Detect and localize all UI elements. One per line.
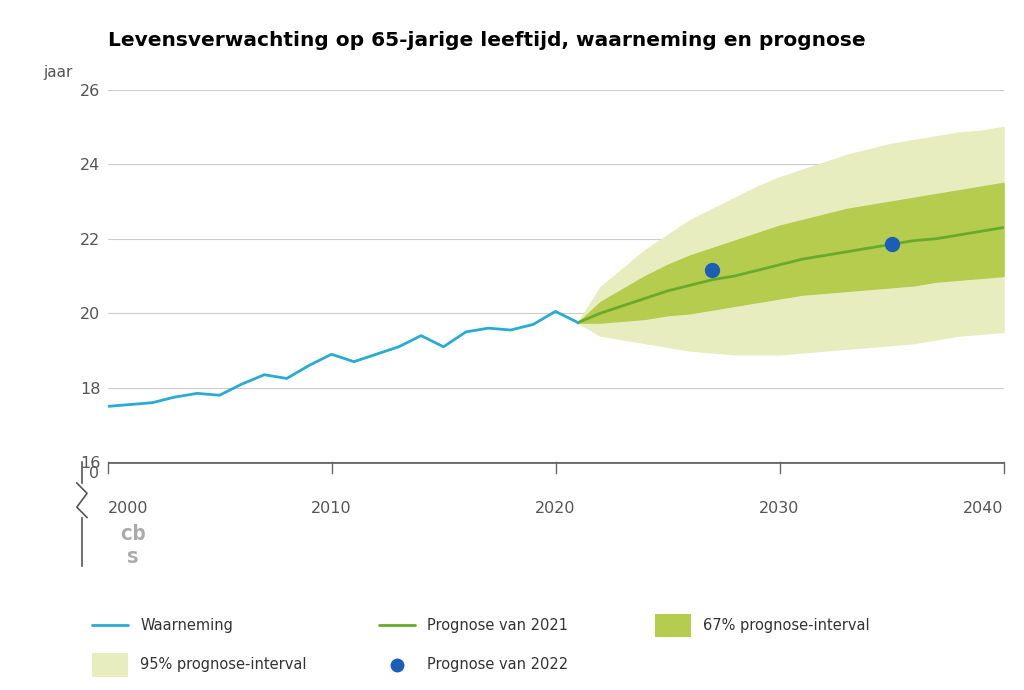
- Point: [884, 239, 900, 250]
- Text: 2040: 2040: [963, 501, 1004, 516]
- Text: Waarneming: Waarneming: [140, 618, 233, 633]
- Text: 2030: 2030: [760, 501, 800, 516]
- Text: 2010: 2010: [311, 501, 352, 516]
- Point: [705, 265, 721, 276]
- Text: 2020: 2020: [536, 501, 575, 516]
- Text: jaar: jaar: [43, 66, 73, 80]
- Text: 67% prognose-interval: 67% prognose-interval: [703, 618, 870, 633]
- Text: Prognose van 2022: Prognose van 2022: [427, 658, 568, 672]
- Bar: [92, 653, 128, 676]
- Text: 0: 0: [89, 466, 99, 481]
- Text: 2000: 2000: [108, 501, 148, 516]
- Text: cb
s: cb s: [119, 524, 145, 566]
- Bar: [655, 614, 691, 637]
- Text: Prognose van 2021: Prognose van 2021: [427, 618, 568, 633]
- Text: Levensverwachting op 65-jarige leeftijd, waarneming en prognose: Levensverwachting op 65-jarige leeftijd,…: [108, 31, 865, 50]
- Text: 95% prognose-interval: 95% prognose-interval: [140, 658, 307, 672]
